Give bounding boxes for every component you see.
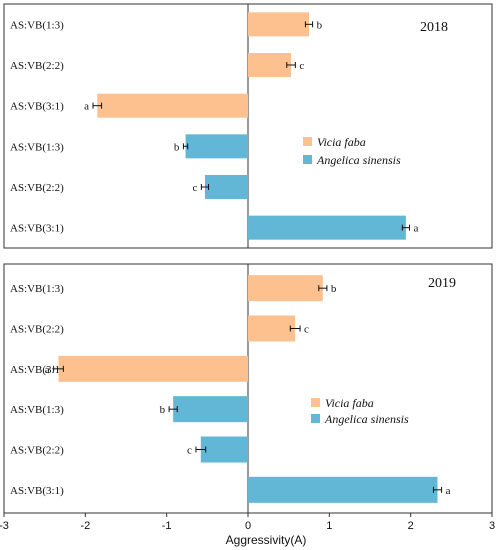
significance-letter: c bbox=[192, 182, 197, 194]
bar-angelica bbox=[200, 436, 248, 463]
error-bar bbox=[304, 21, 314, 28]
x-tick-label: 0 bbox=[245, 520, 251, 532]
bar-vicia bbox=[248, 53, 292, 77]
category-label: AS:VB(2:2) bbox=[10, 182, 64, 194]
legend-label-angelica-sinensis: Angelica sinensis bbox=[316, 153, 401, 167]
category-label: AS:VB(2:2) bbox=[10, 445, 64, 457]
bar-angelica bbox=[173, 396, 248, 423]
legend-swatch-vicia-faba-2019 bbox=[311, 398, 320, 407]
legend-label-vicia-faba-2019: Vicia faba bbox=[325, 396, 374, 410]
category-label: AS:VB(3:1) bbox=[10, 223, 64, 235]
bar-vicia bbox=[248, 315, 296, 342]
error-bar bbox=[92, 102, 103, 109]
bar-angelica bbox=[185, 134, 248, 159]
legend-swatch-vicia-faba bbox=[303, 137, 312, 146]
significance-letter: a bbox=[446, 485, 451, 497]
bar-vicia bbox=[58, 355, 248, 382]
category-label: AS:VB(3:1) bbox=[10, 101, 64, 113]
significance-letter: a bbox=[413, 223, 418, 235]
x-tick-label: -2 bbox=[80, 520, 90, 532]
category-label: AS:VB(1:3) bbox=[10, 19, 64, 31]
significance-letter: b bbox=[331, 283, 337, 295]
legend-swatch-angelica-sinensis-2019 bbox=[311, 414, 320, 423]
panel-2018: 2018 AS:VB(1:3) AS:VB(2:2) AS:VB(3:1) AS:VB… bbox=[3, 3, 493, 249]
bar-vicia bbox=[97, 93, 248, 118]
error-bar bbox=[289, 325, 301, 332]
category-label: AS:VB(3:1) bbox=[10, 364, 64, 376]
category-label: AS:VB(2:2) bbox=[10, 324, 64, 336]
significance-letter: c bbox=[187, 445, 192, 457]
x-tick-label: -1 bbox=[162, 520, 172, 532]
error-bar bbox=[401, 224, 410, 231]
panel-2019-legend: Vicia faba Angelica sinensis bbox=[311, 396, 409, 426]
error-bar bbox=[53, 365, 64, 372]
significance-letter: b bbox=[317, 19, 323, 31]
error-bar bbox=[182, 143, 189, 150]
x-tick-label: 1 bbox=[326, 520, 332, 532]
category-label: AS:VB(1:3) bbox=[10, 283, 64, 295]
bar-vicia bbox=[248, 275, 323, 302]
legend-swatch-angelica-sinensis bbox=[303, 155, 312, 164]
category-label: AS:VB(3:1) bbox=[10, 485, 64, 497]
category-label: AS:VB(1:3) bbox=[10, 404, 64, 416]
panel-2019-title: 2019 bbox=[428, 276, 456, 291]
category-label: AS:VB(2:2) bbox=[10, 60, 64, 72]
panel-2018-title: 2018 bbox=[420, 20, 448, 35]
x-axis-title: Aggressivity(A) bbox=[226, 533, 307, 547]
bar-angelica bbox=[204, 175, 248, 199]
category-label: AS:VB(1:3) bbox=[10, 141, 64, 153]
significance-letter: c bbox=[299, 60, 304, 72]
x-tick-label: 3 bbox=[489, 520, 495, 532]
panel-2019: 2019 AS:VB(1:3) AS:VB(2:2) AS:VB(3:1) AS:VB… bbox=[0, 263, 495, 547]
error-bar bbox=[200, 184, 210, 190]
error-bar bbox=[286, 62, 296, 68]
significance-letter: a bbox=[84, 101, 89, 113]
error-bar bbox=[195, 446, 207, 453]
significance-letter: b bbox=[174, 141, 180, 153]
significance-letter: c bbox=[304, 324, 309, 336]
x-axis: -3 -2 -1 0 1 2 3 bbox=[0, 513, 495, 532]
significance-letter: b bbox=[160, 404, 166, 416]
error-bar bbox=[318, 285, 328, 292]
panel-2018-legend: Vicia faba Angelica sinensis bbox=[303, 135, 401, 167]
x-tick-label: -3 bbox=[0, 520, 9, 532]
legend-label-vicia-faba: Vicia faba bbox=[317, 135, 366, 149]
significance-letter: a bbox=[45, 364, 50, 376]
bar-angelica bbox=[248, 476, 438, 503]
error-bar bbox=[168, 406, 178, 413]
bar-angelica bbox=[248, 215, 406, 240]
legend-label-angelica-sinensis-2019: Angelica sinensis bbox=[324, 412, 409, 426]
error-bar bbox=[432, 486, 443, 493]
x-tick-label: 2 bbox=[408, 520, 414, 532]
bar-vicia bbox=[248, 12, 309, 37]
